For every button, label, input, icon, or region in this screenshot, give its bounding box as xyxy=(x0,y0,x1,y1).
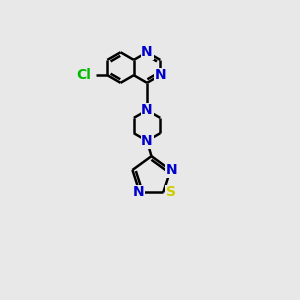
Text: N: N xyxy=(166,163,178,177)
Text: N: N xyxy=(141,45,153,59)
Text: Cl: Cl xyxy=(76,68,91,82)
Text: N: N xyxy=(154,68,166,82)
Text: S: S xyxy=(166,185,176,200)
Text: N: N xyxy=(141,103,153,117)
Text: N: N xyxy=(132,185,144,200)
Text: N: N xyxy=(141,134,153,148)
